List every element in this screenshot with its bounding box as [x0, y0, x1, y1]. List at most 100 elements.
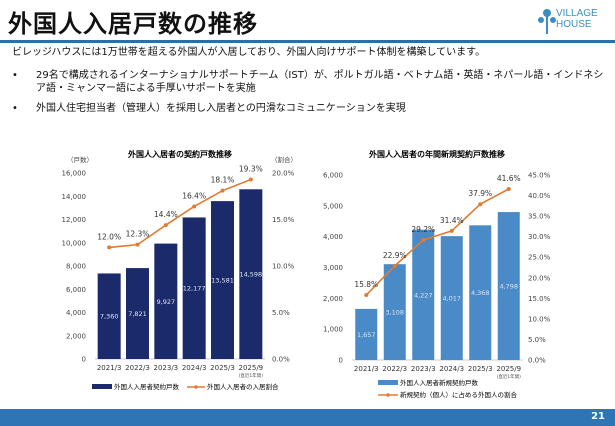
y-tick-right: 5.0%	[272, 309, 290, 317]
x-tick-label: 2025/3	[210, 364, 235, 372]
line-data-label: 12.0%	[97, 232, 121, 241]
bar-data-label: 1,657	[357, 331, 376, 339]
bar	[469, 225, 492, 360]
bar-data-label: 13,581	[211, 277, 234, 285]
y-tick-left: 6,000	[66, 286, 86, 294]
line-point	[478, 202, 483, 207]
y-tick-left: 6,000	[323, 172, 343, 180]
line-data-label: 15.8%	[354, 280, 378, 289]
chart-title: 外国人入居者の契約戸数推移	[128, 149, 232, 159]
bar	[97, 273, 121, 359]
legend-label: 外国人入居者契約戸数	[114, 382, 180, 391]
x-tick-label: 2024/3	[439, 365, 464, 373]
x-tick-label: 2024/3	[182, 364, 207, 372]
bar-data-label: 4,017	[442, 295, 461, 303]
line-point	[135, 242, 140, 247]
bar-data-label: 3,108	[385, 309, 404, 317]
y-tick-left: 0	[82, 356, 86, 364]
x-tick-label: 2025/3	[468, 365, 493, 373]
intro-text: ビレッジハウスには1万世帯を超える外国人が入居しており、外国人向けサポート体制を…	[12, 47, 486, 58]
bar	[383, 264, 406, 360]
y-tick-right: 25.0%	[528, 254, 551, 262]
x-tick-label: 2025/9	[239, 364, 264, 372]
bar	[355, 308, 378, 360]
legend-marker	[386, 393, 390, 397]
y-tick-right: 5.0%	[528, 336, 546, 344]
y-tick-left: 4,000	[323, 233, 343, 241]
y-tick-right: 30.0%	[528, 233, 551, 241]
y-tick-right: 0.0%	[272, 356, 290, 364]
bar-data-label: 4,227	[414, 291, 433, 299]
y-tick-left: 1,000	[323, 326, 343, 334]
chart-title: 外国人入居者の年間新規契約戸数推移	[369, 149, 505, 159]
x-tick-label: 2025/9	[496, 365, 521, 373]
legend-label: 新規契約（個人）に占める外国人の割合	[400, 390, 518, 399]
bar	[412, 229, 435, 360]
line-series	[109, 178, 252, 249]
bar-data-label: 4,798	[499, 283, 518, 291]
line-point	[163, 223, 168, 228]
line-data-label: 16.4%	[182, 191, 206, 200]
line-point	[107, 245, 112, 250]
bar	[182, 217, 206, 359]
bar-data-label: 4,368	[471, 289, 490, 297]
legend-marker	[194, 385, 198, 389]
x-tick-label: 2023/3	[154, 364, 179, 372]
line-data-label: 19.3%	[239, 165, 263, 174]
line-data-label: 14.4%	[154, 210, 178, 219]
bar-data-label: 7,360	[100, 313, 119, 321]
bar-data-label: 14,598	[239, 271, 262, 279]
x-tick-label: 2022/3	[125, 364, 150, 372]
y-tick-right: 15.0%	[528, 295, 551, 303]
y-tick-left: 16,000	[62, 170, 87, 178]
bar	[211, 201, 234, 359]
line-point	[220, 188, 225, 193]
bar	[154, 243, 178, 359]
x-tick-note: (直近1年間)	[497, 373, 522, 380]
y-tick-left: 5,000	[323, 202, 343, 210]
tree-logo-icon	[538, 9, 556, 34]
bar	[440, 236, 463, 360]
line-data-label: 22.9%	[383, 251, 407, 260]
y-tick-right: 15.0%	[272, 216, 295, 224]
bullet-icon: •	[12, 70, 18, 81]
village-house-logo: VILLAGE HOUSE	[538, 6, 608, 36]
line-series	[365, 188, 510, 296]
legend-label: 外国人入居者の入居割合	[207, 382, 279, 391]
page-number: 21	[591, 411, 605, 422]
legend-swatch-bar	[378, 380, 398, 385]
y-tick-left: 2,000	[323, 295, 343, 303]
y-tick-left: 8,000	[66, 263, 86, 271]
line-data-label: 18.1%	[211, 176, 235, 185]
bullet-text: 29名で構成されるインターナショナルサポートチーム（IST）が、ポルトガル語・ベ…	[36, 70, 604, 94]
legend-label: 外国人入居者新規契約戸数	[400, 378, 479, 387]
bar	[126, 268, 149, 359]
x-tick-label: 2021/3	[97, 364, 122, 372]
line-data-label: 12.3%	[126, 230, 150, 239]
line-data-label: 31.4%	[440, 216, 464, 225]
y-tick-left: 4,000	[66, 309, 86, 317]
bar-data-label: 12,177	[183, 285, 206, 293]
y-tick-left: 12,000	[62, 216, 87, 224]
page-title: 外国人入居戸数の推移	[8, 10, 258, 38]
y-tick-right: 20.0%	[272, 170, 295, 178]
bar	[239, 189, 263, 359]
y-tick-left: 10,000	[62, 239, 87, 247]
header-divider	[0, 40, 615, 43]
x-tick-label: 2023/3	[411, 365, 436, 373]
x-tick-label: 2021/3	[354, 365, 379, 373]
line-data-label: 41.6%	[497, 174, 521, 183]
line-point	[421, 237, 426, 242]
line-point	[192, 204, 197, 209]
x-tick-label: 2022/3	[382, 365, 407, 373]
y-tick-right: 10.0%	[528, 315, 551, 323]
y-tick-right: 20.0%	[528, 274, 551, 282]
y-tick-right: 40.0%	[528, 192, 551, 200]
logo-text: VILLAGE HOUSE	[556, 8, 598, 30]
y-axis-label-right: （割合）	[271, 155, 297, 164]
y-tick-left: 0	[339, 357, 343, 365]
bar-data-label: 9,927	[157, 298, 176, 306]
y-tick-right: 0.0%	[528, 357, 546, 365]
bullet-text: 外国人住宅担当者（管理人）を採用し入居者との円滑なコミュニケーションを実現	[36, 103, 406, 114]
